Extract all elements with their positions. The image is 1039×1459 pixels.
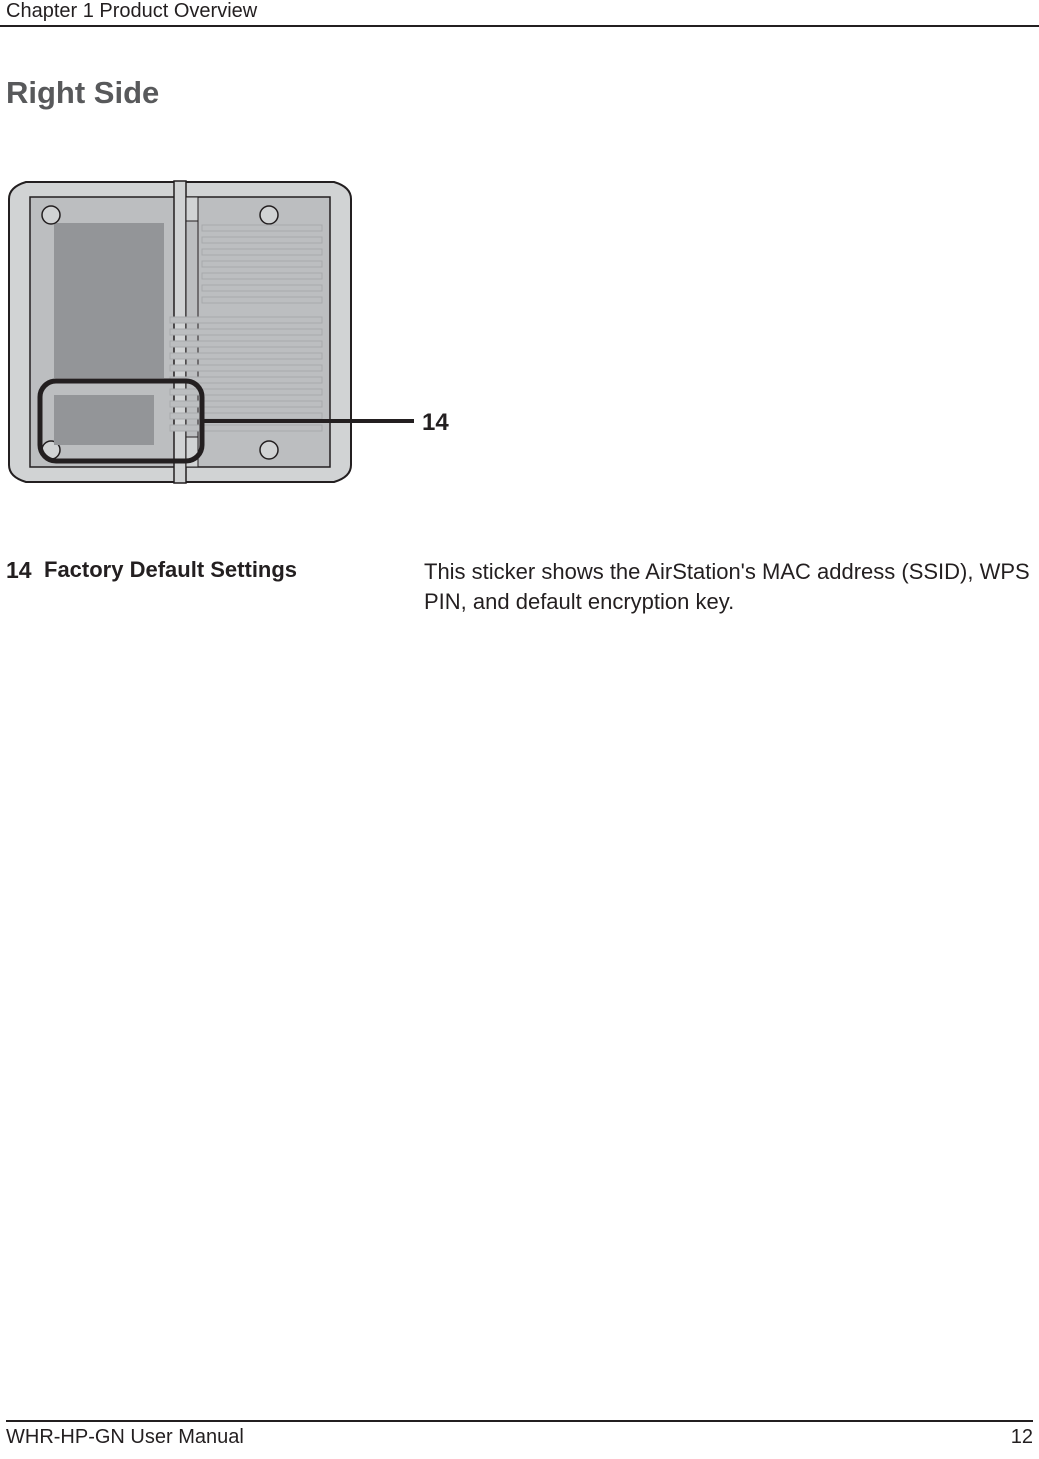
footer: WHR-HP-GN User Manual 12 bbox=[0, 1420, 1039, 1449]
definition-term: Factory Default Settings bbox=[44, 557, 424, 616]
device-diagram-svg: 14 bbox=[6, 167, 476, 512]
header-chapter: Chapter 1 Product Overview bbox=[6, 0, 257, 23]
definition-row: 14 Factory Default Settings This sticker… bbox=[0, 557, 1039, 616]
header-rule bbox=[0, 25, 1039, 27]
page: Chapter 1 Product Overview Right Side bbox=[0, 0, 1039, 1459]
callout-number-in-svg: 14 bbox=[422, 409, 449, 436]
section-title: Right Side bbox=[6, 75, 1039, 111]
footer-page-number: 12 bbox=[1011, 1426, 1033, 1449]
definition-number: 14 bbox=[6, 557, 44, 616]
footer-manual-name: WHR-HP-GN User Manual bbox=[6, 1426, 244, 1449]
footer-rule bbox=[6, 1420, 1033, 1422]
footer-row: WHR-HP-GN User Manual 12 bbox=[6, 1426, 1033, 1449]
definition-description: This sticker shows the AirStation's MAC … bbox=[424, 557, 1033, 616]
header-row: Chapter 1 Product Overview bbox=[0, 0, 1039, 23]
diagram: 14 bbox=[6, 167, 1039, 517]
